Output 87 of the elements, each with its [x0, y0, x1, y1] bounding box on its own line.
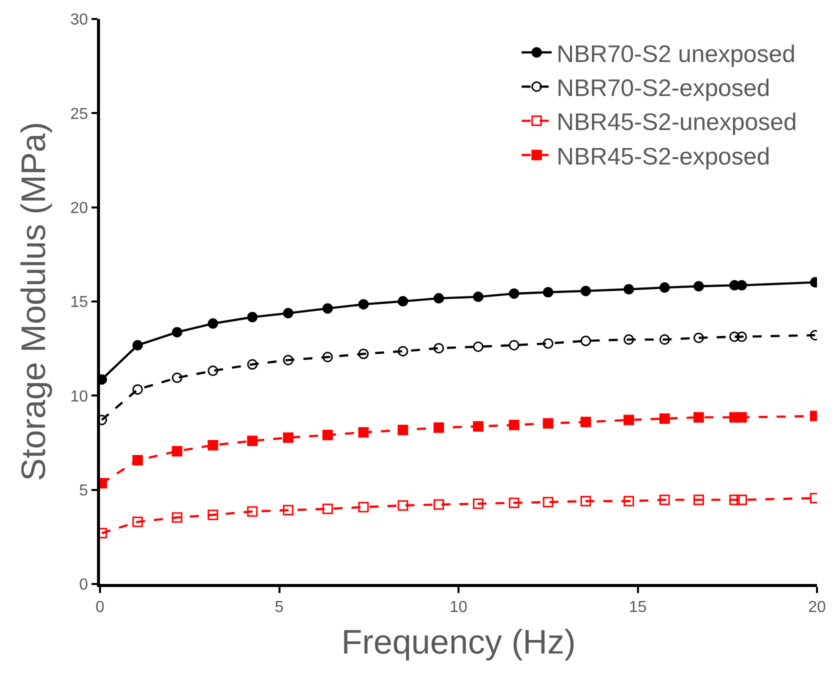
point: [659, 282, 670, 293]
point: [282, 308, 294, 318]
point: [398, 424, 408, 436]
legend-label: NBR45-S2-unexposed: [556, 109, 797, 136]
x-tick-label: 10: [450, 598, 468, 616]
point: [434, 342, 444, 354]
point: [508, 288, 520, 299]
point: [208, 366, 218, 376]
point: [472, 421, 484, 432]
y-tick-label: 10: [70, 388, 88, 406]
point: [358, 502, 369, 512]
point: [247, 312, 258, 322]
point: [693, 412, 704, 423]
point: [729, 494, 740, 506]
x-axis-title: Frequency (Hz): [341, 623, 576, 662]
point: [132, 340, 143, 350]
point: [247, 506, 258, 517]
point: [472, 341, 484, 352]
point: [398, 296, 408, 307]
x-tick-label: 0: [96, 598, 105, 616]
point: [693, 494, 704, 506]
point: [693, 332, 704, 344]
point: [282, 354, 294, 366]
x-tick-label: 15: [628, 598, 647, 616]
point: [542, 338, 554, 349]
point: [736, 494, 747, 506]
point: [729, 331, 740, 342]
point: [434, 422, 444, 433]
point: [172, 512, 182, 523]
point: [542, 418, 554, 429]
x-tick-label: 20: [808, 598, 826, 616]
point: [172, 372, 182, 384]
x-tick-label: 5: [274, 598, 284, 616]
y-axis-title: Storage Modulus (MPa): [14, 122, 53, 482]
point: [132, 384, 143, 395]
point: [659, 413, 670, 424]
point: [132, 455, 143, 466]
point: [580, 416, 592, 428]
point: [624, 414, 634, 426]
point: [542, 496, 554, 508]
point: [358, 427, 369, 438]
point: [434, 293, 444, 304]
point: [247, 436, 258, 446]
point: [472, 292, 484, 302]
point: [659, 494, 670, 506]
point: [659, 334, 670, 345]
point: [624, 334, 634, 345]
y-tick-label: 5: [79, 482, 88, 500]
y-tick-label: 25: [70, 106, 88, 123]
point: [322, 430, 333, 440]
point: [282, 504, 294, 516]
point: [322, 352, 333, 362]
point: [358, 299, 369, 310]
point: [580, 286, 592, 296]
point: [736, 331, 747, 342]
point: [624, 496, 634, 506]
point: [282, 432, 294, 443]
y-tick-label: 15: [70, 294, 88, 312]
point: [208, 318, 218, 329]
point: [580, 496, 592, 506]
point: [172, 326, 182, 338]
point: [624, 284, 634, 295]
y-tick-label: 30: [70, 12, 88, 29]
point: [434, 499, 444, 510]
point: [398, 500, 408, 511]
legend-label: NBR70-S2 unexposed: [556, 40, 796, 68]
point: [508, 420, 520, 430]
point: [208, 510, 218, 520]
point: [172, 446, 182, 456]
point: [580, 336, 592, 346]
point: [472, 498, 484, 510]
point: [208, 440, 218, 450]
point: [542, 287, 554, 298]
point: [247, 359, 258, 370]
point: [322, 504, 333, 514]
point: [508, 498, 520, 508]
legend-label: NBR70-S2-exposed: [556, 74, 770, 102]
point: [132, 516, 143, 528]
legend-label: NBR45-S2-exposed: [556, 143, 770, 170]
y-tick-label: 20: [70, 200, 88, 217]
point: [693, 281, 704, 292]
point: [322, 303, 333, 314]
point: [508, 340, 520, 350]
y-tick-label: 0: [79, 576, 88, 594]
point: [736, 412, 747, 423]
point: [398, 346, 408, 356]
point: [358, 348, 369, 360]
